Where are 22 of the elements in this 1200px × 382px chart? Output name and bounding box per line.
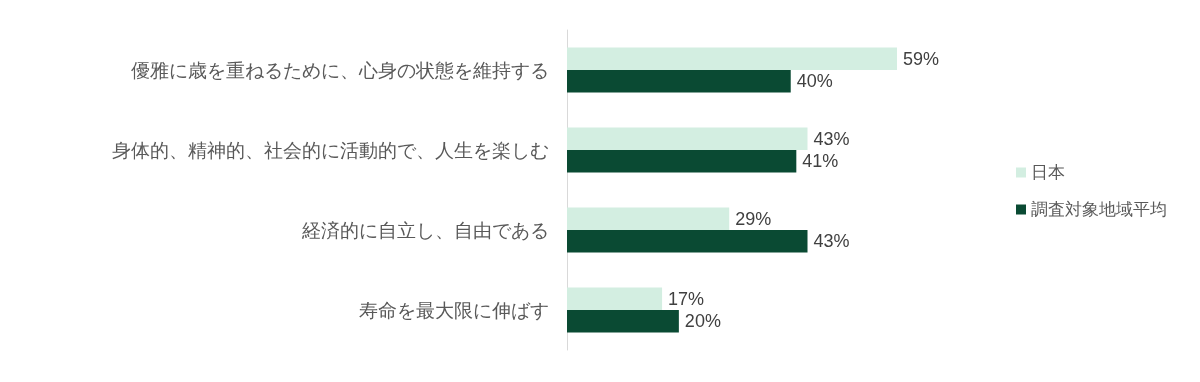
legend-label: 調査対象地域平均 [1031, 200, 1167, 219]
bar [567, 70, 791, 93]
data-label: 41% [802, 151, 839, 172]
data-label: 59% [903, 48, 940, 69]
bar [567, 310, 679, 333]
data-label: 43% [813, 231, 850, 252]
data-label: 20% [684, 311, 721, 332]
data-label: 29% [735, 208, 772, 229]
data-label: 17% [668, 288, 705, 309]
data-label: 43% [813, 128, 850, 149]
y-tick-label: 優雅に歳を重ねるために、心身の状態を維持する [131, 59, 549, 81]
y-tick-label: 経済的に自立し、自由である [301, 219, 549, 241]
bar [567, 127, 808, 150]
bar [567, 207, 730, 230]
bar [567, 287, 663, 310]
y-tick-label: 寿命を最大限に伸ばす [359, 299, 549, 321]
data-label: 40% [796, 71, 833, 92]
bar [567, 47, 897, 70]
bar [567, 150, 797, 173]
bar [567, 230, 808, 253]
y-tick-label: 身体的、精神的、社会的に活動的で、人生を楽しむ [112, 139, 549, 161]
legend-label: 日本 [1031, 163, 1065, 182]
